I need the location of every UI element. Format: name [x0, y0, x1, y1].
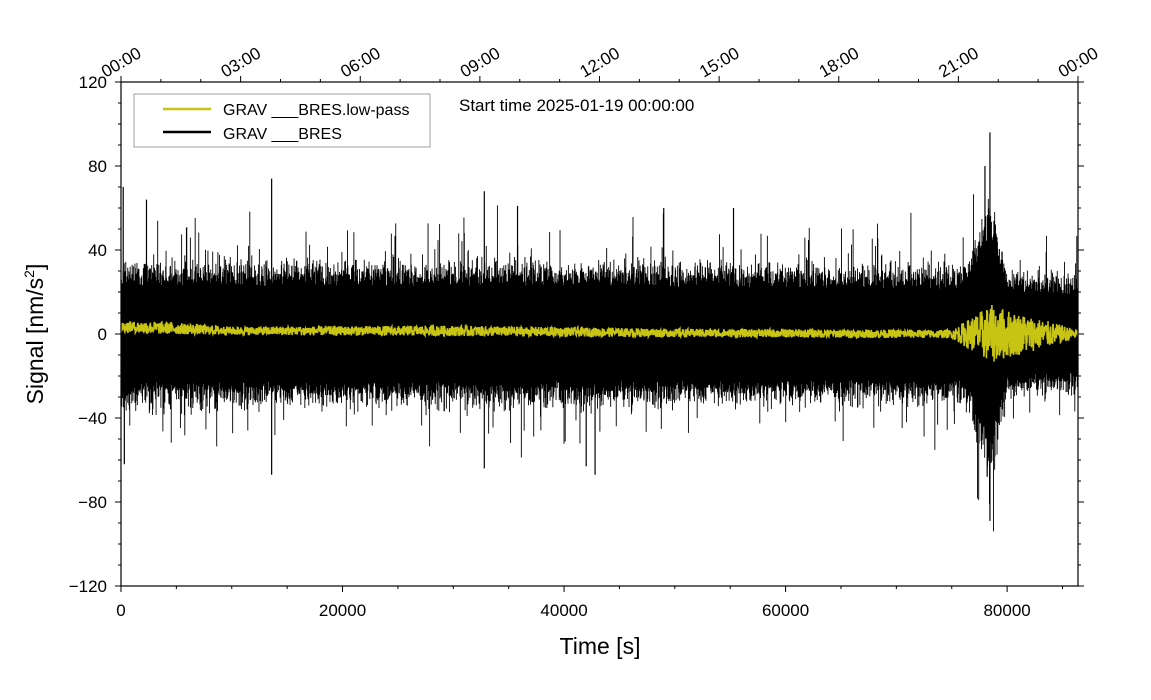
y-tick-label: 120 [79, 73, 107, 92]
series-low-pass [121, 304, 1078, 362]
top-time-label: 18:00 [816, 44, 862, 82]
y-tick-label: 80 [88, 157, 107, 176]
x-tick-label: 0 [116, 601, 125, 620]
start-time-annotation: Start time 2025-01-19 00:00:00 [459, 96, 694, 115]
y-tick-label: −40 [78, 409, 107, 428]
top-time-label: 15:00 [696, 44, 742, 82]
legend-box [133, 93, 431, 148]
x-tick-label: 40000 [540, 601, 587, 620]
top-time-label: 03:00 [218, 44, 264, 82]
top-time-label: 06:00 [337, 44, 383, 82]
x-tick-label: 20000 [319, 601, 366, 620]
top-time-label: 09:00 [457, 44, 503, 82]
y-axis-title: Signal [nm/s2] [21, 264, 48, 405]
x-tick-label: 60000 [762, 601, 809, 620]
legend: GRAV ___BRES.low-pass GRAV ___BRES [133, 93, 431, 148]
y-axis-title-end: ] [22, 264, 48, 270]
series-layer [121, 132, 1078, 532]
y-tick-label: −80 [78, 493, 107, 512]
y-tick-label: 40 [88, 241, 107, 260]
top-time-label: 00:00 [1055, 44, 1101, 82]
y-axis-title-superscript: 2 [21, 270, 37, 278]
x-axis-title: Time [s] [560, 633, 641, 659]
plot-area [120, 81, 1079, 587]
y-axis-title-main: Signal [nm/s [22, 278, 48, 405]
y-tick-label: 0 [98, 325, 107, 344]
top-time-label: 00:00 [98, 44, 144, 82]
low-pass-signal-trace [121, 304, 1078, 362]
top-time-label: 12:00 [577, 44, 623, 82]
y-tick-label: −120 [69, 577, 107, 596]
legend-label-low-pass: GRAV ___BRES.low-pass [223, 102, 409, 119]
legend-label-raw: GRAV ___BRES [223, 126, 342, 143]
x-tick-label: 80000 [983, 601, 1030, 620]
top-time-label: 21:00 [935, 44, 981, 82]
